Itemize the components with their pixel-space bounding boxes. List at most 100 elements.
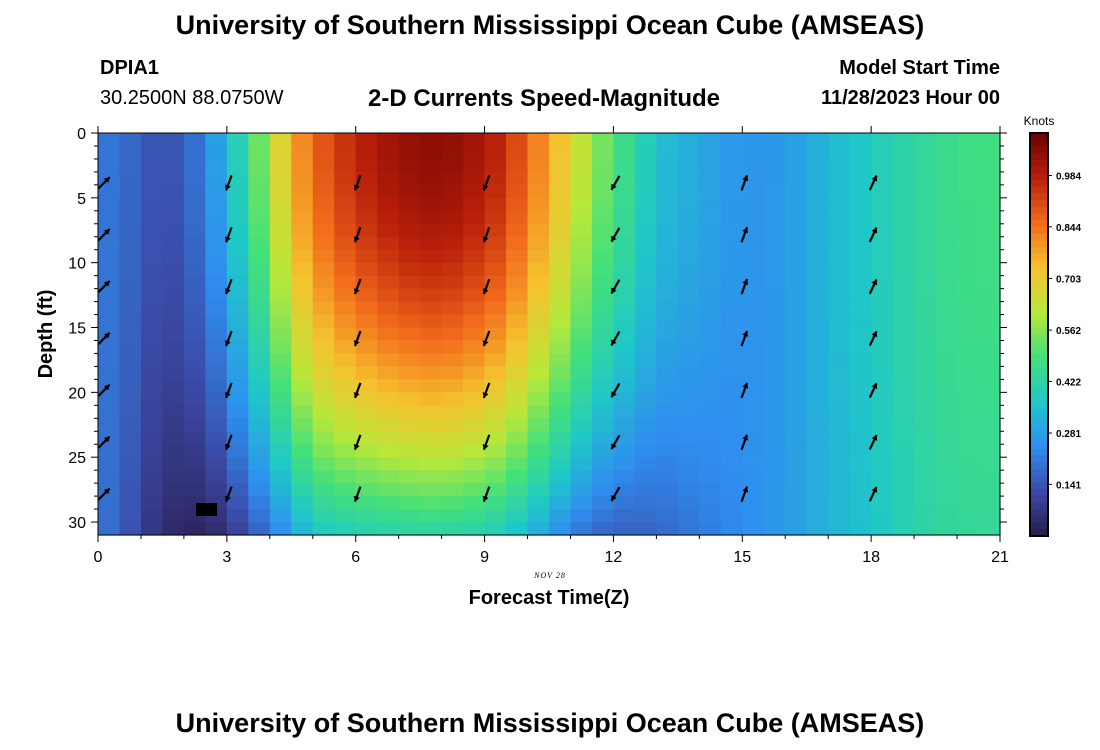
heatmap-cell (162, 405, 185, 419)
heatmap-cell (591, 236, 615, 251)
heatmap-cell (549, 431, 572, 445)
heatmap-cell (914, 327, 937, 342)
heatmap-cell (914, 301, 937, 316)
heatmap-cell (420, 171, 443, 186)
heatmap-cell (935, 340, 958, 355)
x-tick-label: 12 (605, 549, 623, 566)
colorbar-segment (1030, 368, 1048, 376)
heatmap-cell (656, 418, 679, 432)
heatmap-cell (248, 418, 271, 432)
heatmap-cell (98, 249, 121, 264)
heatmap-cell (699, 522, 722, 536)
heatmap-cell (935, 301, 958, 316)
heatmap-cell (162, 314, 185, 329)
heatmap-cell (334, 184, 357, 199)
heatmap-cell (205, 301, 228, 316)
heatmap-cell (334, 340, 357, 355)
heatmap-cell (613, 366, 636, 380)
heatmap-cell (420, 249, 443, 264)
heatmap-cell (441, 262, 464, 277)
heatmap-cell (463, 262, 486, 277)
heatmap-cell (527, 431, 550, 445)
heatmap-cell (978, 379, 1001, 393)
heatmap-cell (205, 522, 228, 536)
heatmap-cell (742, 171, 765, 186)
heatmap-cell (892, 405, 915, 419)
heatmap-cell (420, 236, 443, 251)
heatmap-cell (978, 197, 1001, 212)
heatmap-cell (549, 314, 572, 329)
heatmap-cell (763, 314, 786, 329)
heatmap-cell (914, 457, 937, 471)
colorbar-tick-label: 0.562 (1056, 326, 1081, 337)
heatmap-cell (398, 509, 421, 523)
heatmap-cell (377, 158, 400, 173)
heatmap-cell (591, 353, 615, 368)
heatmap-cell (377, 133, 400, 147)
heatmap-cell (119, 431, 142, 445)
heatmap-cell (506, 210, 529, 225)
heatmap-cell (892, 314, 915, 329)
heatmap-cell (140, 444, 164, 458)
heatmap-cell (463, 457, 486, 471)
colorbar-segment (1030, 307, 1048, 315)
heatmap-cell (935, 145, 958, 160)
heatmap-cell (570, 249, 593, 264)
heatmap-cell (849, 405, 872, 419)
heatmap-cell (677, 509, 700, 523)
colorbar-segment (1030, 274, 1048, 282)
colorbar-segment (1030, 401, 1048, 409)
heatmap-cell (463, 288, 486, 303)
heatmap-cell (355, 249, 378, 264)
heatmap-cell (634, 509, 657, 523)
heatmap-cell (763, 522, 786, 536)
heatmap-cell (549, 210, 572, 225)
heatmap-cell (484, 275, 507, 290)
heatmap-cell (849, 171, 872, 186)
heatmap-cell (785, 483, 808, 497)
heatmap-cell (742, 223, 765, 238)
heatmap-cell (506, 418, 529, 432)
heatmap-cell (720, 444, 743, 458)
heatmap-cell (699, 353, 722, 368)
heatmap-cell (849, 288, 872, 303)
heatmap-cell (398, 171, 421, 186)
heatmap-cell (677, 496, 700, 510)
heatmap-cell (699, 158, 722, 173)
heatmap-cell (935, 327, 958, 342)
colorbar-segment (1030, 153, 1048, 161)
heatmap-cell (806, 262, 829, 277)
heatmap-cell (849, 431, 872, 445)
heatmap-cell (549, 340, 572, 355)
current-vector-arrowhead (353, 391, 360, 398)
heatmap-cell (806, 392, 829, 406)
heatmap-cell (226, 236, 249, 251)
heatmap-cell (334, 431, 357, 445)
heatmap-cell (742, 353, 765, 368)
heatmap-cell (957, 392, 980, 406)
heatmap-cell (656, 392, 679, 406)
heatmap-cell (656, 522, 679, 536)
heatmap-cell (914, 171, 937, 186)
heatmap-cell (140, 145, 164, 160)
heatmap-cell (806, 236, 829, 251)
heatmap-cell (484, 184, 507, 199)
heatmap-cell (506, 145, 529, 160)
heatmap-cell (549, 496, 572, 510)
heatmap-cell (634, 327, 657, 342)
y-tick-label: 5 (77, 191, 86, 208)
heatmap-cell (484, 236, 507, 251)
heatmap-cell (119, 262, 142, 277)
colorbar-segment (1030, 482, 1048, 490)
heatmap-cell (140, 288, 164, 303)
heatmap-cell (312, 145, 335, 160)
heatmap-cell (140, 470, 164, 484)
heatmap-cell (377, 379, 400, 393)
heatmap-cell (549, 470, 572, 484)
heatmap-cell (613, 496, 636, 510)
heatmap-cell (828, 262, 851, 277)
current-vector-arrowhead (103, 177, 110, 184)
heatmap-cell (613, 288, 636, 303)
date-label: NOV 28 (533, 571, 566, 580)
heatmap-cell (269, 158, 292, 173)
